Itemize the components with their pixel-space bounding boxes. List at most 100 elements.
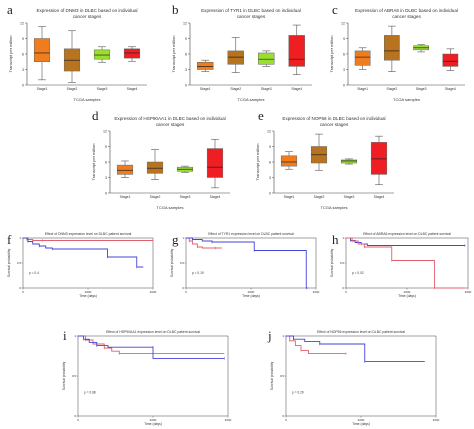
y-axis-label: Transcript per million [255, 144, 260, 181]
x-tick-label: Stage1 [284, 195, 295, 199]
box-stage4 [288, 35, 305, 67]
panel-label-j: j [268, 328, 272, 343]
box-stage1 [354, 50, 371, 66]
y-tick-label: 1 [282, 334, 284, 338]
y-axis-label: Survival probability [170, 248, 174, 277]
survival-curve-2 [286, 335, 425, 363]
chart-title-line1: Expression of DNM3 in DLBC based on indi… [36, 8, 137, 13]
survival-curve-1 [286, 335, 346, 355]
y-tick-label: 0.5 [72, 374, 77, 378]
y-tick-label: 12 [341, 21, 345, 25]
y-tick-label: 0 [182, 286, 184, 290]
panel-label-f: f [7, 232, 12, 247]
x-tick-label: 4000 [465, 290, 472, 294]
box-stage2 [384, 35, 400, 61]
x-axis-label: TCGA samples [157, 205, 184, 210]
x-tick-label: 4000 [313, 290, 320, 294]
y-tick-label: 9 [185, 37, 187, 41]
y-tick-label: 6 [105, 160, 107, 164]
survival-curve-2 [78, 335, 225, 359]
x-tick-label: Stage3 [97, 87, 108, 91]
x-axis-label: Time (days) [79, 294, 97, 298]
panel-label-g: g [172, 232, 179, 247]
survival-curve-2 [23, 237, 144, 268]
y-tick-label: 9 [105, 145, 107, 149]
x-tick-label: Stage2 [387, 87, 398, 91]
y-axis-label: Transcript per million [171, 36, 176, 73]
x-tick-label: Stage1 [200, 87, 211, 91]
x-axis-label: TCGA samples [321, 205, 348, 210]
chart-title-line1: Expression of ABRA6 in DLBC based on ind… [355, 8, 458, 13]
y-tick-label: 12 [267, 129, 271, 133]
p-value-label: p = 0.88 [84, 391, 96, 395]
x-tick-label: 2000 [85, 290, 92, 294]
y-tick-label: 0.5 [340, 261, 345, 265]
x-tick-label: Stage4 [374, 195, 385, 199]
y-tick-label: 12 [183, 21, 187, 25]
survival-curve-1 [186, 237, 222, 249]
y-tick-label: 3 [269, 176, 271, 180]
chart-panel-d: Expression of HSP90AA1 in DLBC based on … [91, 116, 230, 210]
x-tick-label: Stage3 [416, 87, 427, 91]
x-tick-label: 4000 [225, 418, 232, 422]
box-stage1 [280, 155, 298, 167]
y-tick-label: 6 [22, 52, 24, 56]
x-tick-label: Stage4 [291, 87, 302, 91]
x-axis-label: Time (days) [242, 294, 260, 298]
p-value-label: p = 0.29 [292, 391, 304, 395]
y-tick-label: 12 [20, 21, 24, 25]
box-stage4 [123, 48, 141, 59]
y-axis-label: Transcript per million [8, 36, 13, 73]
box-stage2 [146, 161, 164, 174]
survival-curve-1 [78, 335, 225, 355]
y-tick-label: 0.5 [280, 374, 285, 378]
panel-label-h: h [332, 232, 339, 247]
chart-title-line2: cancer stages [237, 14, 266, 19]
y-tick-label: 0 [343, 83, 345, 87]
x-tick-label: Stage1 [357, 87, 368, 91]
chart-title: Effect of ABRA6 expression level on DLBC… [363, 232, 451, 236]
chart-panel-b: Expression of TYR1 in DLBC based on indi… [171, 8, 312, 102]
y-axis-label: Survival probability [7, 248, 11, 277]
panel-label-i: i [63, 328, 67, 343]
chart-title-line2: cancer stages [392, 14, 421, 19]
y-tick-label: 9 [343, 37, 345, 41]
box-stage3 [258, 52, 275, 65]
panel-label-c: c [332, 2, 338, 17]
x-tick-label: 4000 [433, 418, 440, 422]
y-tick-label: 3 [22, 68, 24, 72]
chart-panel-e: Expression of NOP56 in DLBC based on ind… [255, 116, 394, 210]
y-tick-label: 0 [19, 286, 21, 290]
p-value-label: p = 0.19 [192, 271, 204, 275]
chart-title-line1: Expression of NOP56 in DLBC based on ind… [282, 116, 385, 121]
y-tick-label: 1 [19, 236, 21, 240]
x-tick-label: Stage4 [210, 195, 221, 199]
y-tick-label: 3 [343, 68, 345, 72]
chart-panel-h: Effect of ABRA6 expression level on DLBC… [330, 232, 472, 298]
box-stage2 [227, 50, 244, 65]
y-tick-label: 12 [103, 129, 107, 133]
x-tick-label: 2000 [358, 418, 365, 422]
box-stage1 [33, 38, 51, 62]
y-tick-label: 0 [282, 414, 284, 418]
x-tick-label: Stage2 [150, 195, 161, 199]
y-tick-label: 0 [74, 414, 76, 418]
y-tick-label: 3 [105, 176, 107, 180]
y-tick-label: 1 [74, 334, 76, 338]
x-tick-label: Stage4 [127, 87, 138, 91]
panel-label-a: a [7, 2, 13, 17]
x-tick-label: 2000 [248, 290, 255, 294]
x-axis-label: Time (days) [144, 422, 162, 426]
y-axis-label: Survival probability [330, 248, 334, 277]
chart-panel-a: Expression of DNM3 in DLBC based on indi… [8, 8, 147, 102]
x-tick-label: 0 [77, 418, 79, 422]
y-tick-label: 0 [185, 83, 187, 87]
y-tick-label: 6 [185, 52, 187, 56]
box-stage3 [340, 159, 358, 164]
y-tick-label: 1 [182, 236, 184, 240]
chart-panel-g: Effect of TYR1 expression level on DLBC … [170, 232, 320, 298]
x-tick-label: 2000 [150, 418, 157, 422]
x-axis-label: Time (days) [398, 294, 416, 298]
chart-title: Effect of DNM3 expression level on DLBC … [45, 232, 132, 236]
chart-panel-i: Effect of HSP90AA1 expression level on D… [62, 330, 232, 426]
